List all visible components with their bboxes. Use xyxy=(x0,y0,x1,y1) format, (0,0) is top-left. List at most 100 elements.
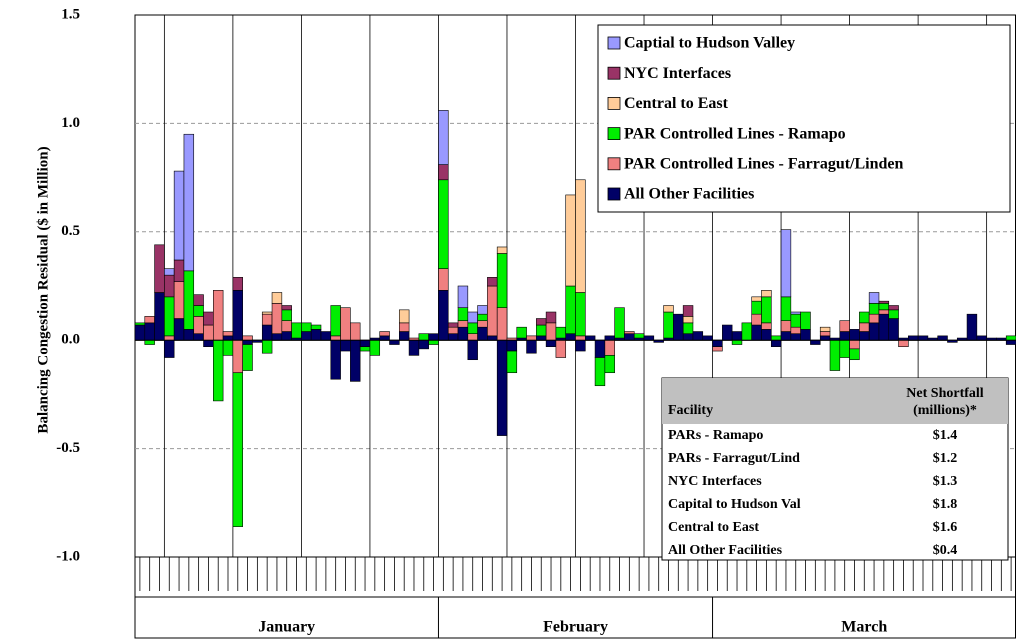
bar xyxy=(438,268,449,291)
bar xyxy=(908,335,919,341)
bar xyxy=(496,246,508,254)
bar xyxy=(340,307,351,341)
bar xyxy=(467,311,478,324)
bar xyxy=(310,329,322,341)
bar xyxy=(849,339,860,350)
bar xyxy=(868,292,880,304)
y-axis-title: Balancing Congestion Residual ($ in Mill… xyxy=(35,146,51,433)
bar xyxy=(633,333,645,339)
bar xyxy=(594,357,606,387)
bar xyxy=(751,324,762,341)
bar xyxy=(173,281,185,319)
bar xyxy=(291,322,302,339)
bar xyxy=(624,333,635,341)
bar xyxy=(281,331,292,341)
bar xyxy=(301,331,312,341)
bar xyxy=(712,346,723,352)
bar xyxy=(976,335,987,341)
bar xyxy=(447,333,459,341)
bar xyxy=(242,339,253,345)
bar xyxy=(232,290,243,341)
bar xyxy=(790,326,801,334)
table-cell: PARs - Farragut/Lind xyxy=(668,451,800,466)
bar xyxy=(350,339,361,382)
bar xyxy=(536,318,547,326)
bar xyxy=(839,331,850,341)
bar xyxy=(281,309,292,321)
bar xyxy=(134,322,146,326)
bar xyxy=(751,300,762,315)
bar xyxy=(369,339,381,356)
bar xyxy=(487,335,498,341)
table-cell: PARs - Ramapo xyxy=(668,428,763,443)
bar xyxy=(154,244,165,293)
bar xyxy=(428,339,439,345)
bar xyxy=(565,194,576,287)
bar xyxy=(575,292,586,337)
bar xyxy=(183,270,195,330)
bar xyxy=(868,313,880,324)
bar xyxy=(330,335,341,341)
bar xyxy=(457,320,469,328)
bar xyxy=(144,339,155,345)
bar xyxy=(477,313,488,321)
bar xyxy=(682,305,694,317)
bar xyxy=(222,335,234,341)
bar xyxy=(261,324,273,341)
bar xyxy=(888,318,899,341)
bar xyxy=(545,322,557,341)
bar xyxy=(526,335,537,341)
bar xyxy=(173,259,185,282)
bar xyxy=(164,268,175,276)
bar xyxy=(780,331,792,341)
bar xyxy=(516,326,527,339)
legend-swatch xyxy=(607,127,621,140)
bar xyxy=(261,339,273,354)
bar xyxy=(614,307,625,339)
bar xyxy=(496,339,508,436)
bar xyxy=(232,339,243,374)
group-label: January xyxy=(258,619,315,636)
bar xyxy=(751,296,762,302)
bar xyxy=(849,348,860,361)
bar xyxy=(663,311,674,339)
bar xyxy=(487,285,498,337)
bar xyxy=(261,311,273,315)
legend-swatch xyxy=(607,36,621,50)
bar xyxy=(193,316,204,334)
y-tick-label: -0.5 xyxy=(56,440,80,456)
bar xyxy=(555,326,567,339)
bar xyxy=(868,322,880,341)
bar xyxy=(682,333,694,341)
table-cell: All Other Facilities xyxy=(668,543,783,558)
bar xyxy=(222,331,234,337)
bar xyxy=(261,313,273,326)
bar xyxy=(790,313,801,328)
bar xyxy=(242,335,253,341)
bar xyxy=(682,316,694,324)
bar xyxy=(898,339,909,348)
bar xyxy=(173,170,185,261)
table-cell: $0.4 xyxy=(933,543,958,558)
bar xyxy=(751,313,762,326)
bar xyxy=(408,339,420,356)
bar xyxy=(242,344,253,371)
table-header: (millions)* xyxy=(913,403,977,418)
bar xyxy=(1005,339,1016,345)
bar xyxy=(183,133,195,272)
bar xyxy=(878,309,890,315)
bar xyxy=(917,335,929,341)
bar xyxy=(849,329,860,341)
table-cell: Capital to Hudson Val xyxy=(668,497,801,512)
bar xyxy=(213,290,224,341)
bar xyxy=(584,335,596,341)
bar xyxy=(663,305,674,313)
bar xyxy=(682,322,694,334)
bar xyxy=(183,329,195,341)
table-header-bg xyxy=(662,378,1008,424)
bar xyxy=(839,339,850,358)
bar xyxy=(770,339,782,348)
bar xyxy=(457,285,469,308)
